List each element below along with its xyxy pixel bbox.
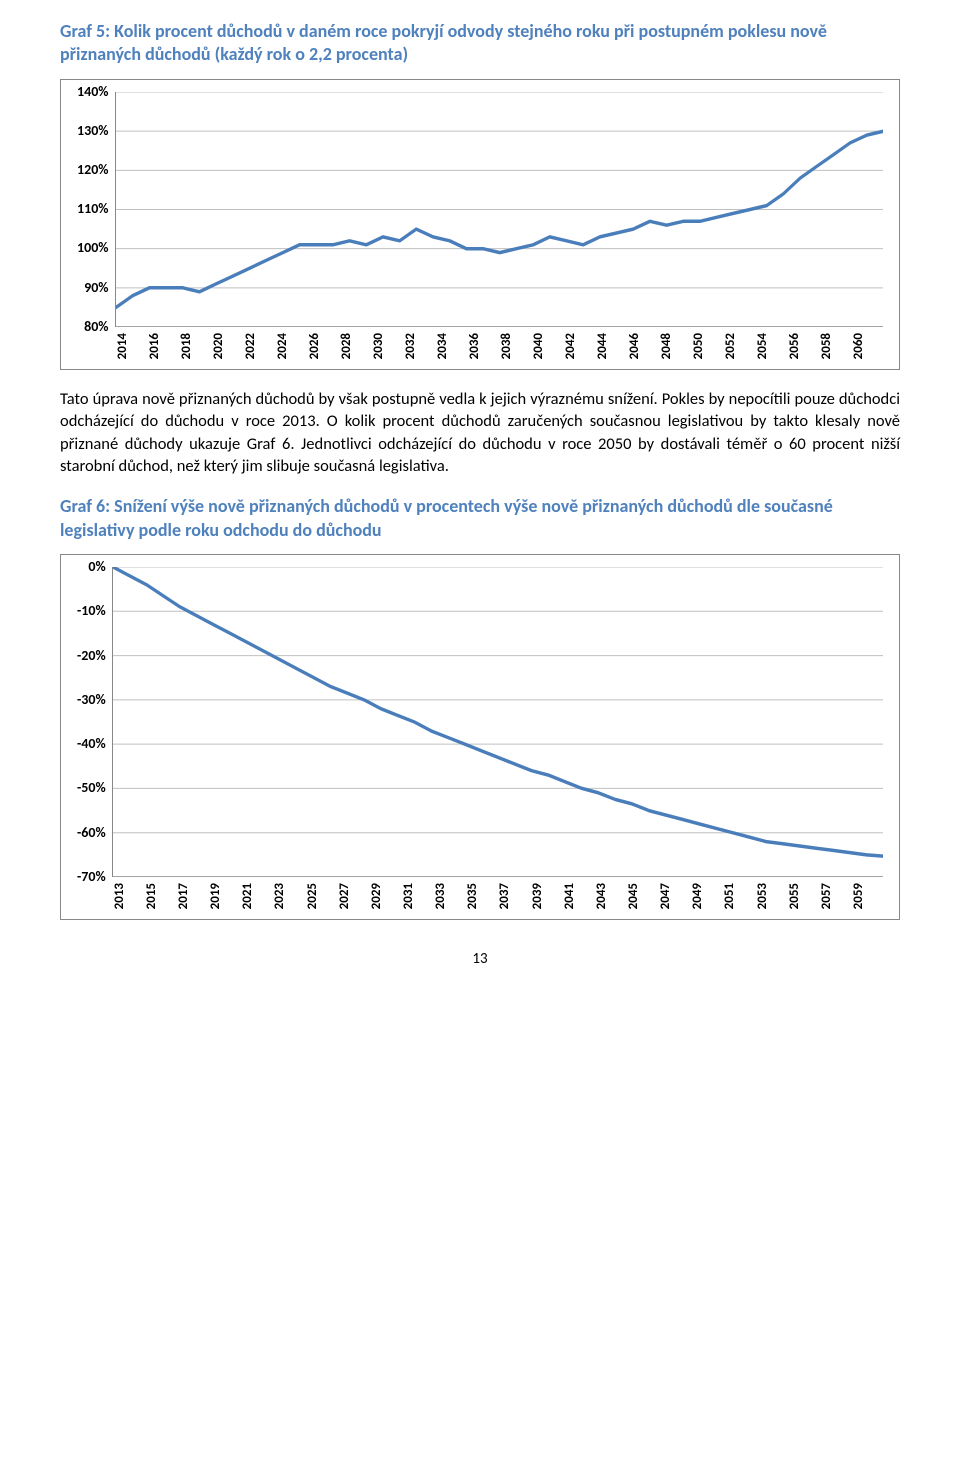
x-tick: 2045 [626,883,658,909]
x-tick: 2020 [211,333,243,359]
x-tick: 2034 [435,333,467,359]
x-tick: 2021 [240,883,272,909]
chart5-plot [115,92,884,327]
x-tick: 2054 [755,333,787,359]
x-tick: 2059 [851,883,883,909]
x-tick: 2031 [401,883,433,909]
x-tick: 2050 [691,333,723,359]
x-tick: 2058 [819,333,851,359]
x-tick: 2015 [144,883,176,909]
x-tick: 2029 [369,883,401,909]
x-tick: 2030 [371,333,403,359]
x-tick: 2019 [208,883,240,909]
x-tick: 2027 [337,883,369,909]
chart5-y-axis: 140%130%120%110%100%90%80% [77,92,115,327]
x-tick: 2055 [787,883,819,909]
chart5-title: Graf 5: Kolik procent důchodů v daném ro… [60,20,900,67]
x-tick: 2024 [275,333,307,359]
x-tick: 2044 [595,333,627,359]
x-tick: 2043 [594,883,626,909]
x-tick: 2013 [112,883,144,909]
x-tick: 2056 [787,333,819,359]
x-tick: 2051 [722,883,754,909]
chart5-box: 140%130%120%110%100%90%80% 2014201620182… [60,79,900,370]
x-tick: 2016 [147,333,179,359]
x-tick: 2033 [433,883,465,909]
x-tick: 2048 [659,333,691,359]
x-tick: 2028 [339,333,371,359]
x-tick: 2037 [497,883,529,909]
x-tick: 2049 [690,883,722,909]
chart6-plot [112,567,883,877]
x-tick: 2039 [530,883,562,909]
x-tick: 2041 [562,883,594,909]
x-tick: 2038 [499,333,531,359]
x-tick: 2052 [723,333,755,359]
x-tick: 2035 [465,883,497,909]
x-tick: 2017 [176,883,208,909]
x-tick: 2060 [851,333,883,359]
x-tick: 2057 [819,883,851,909]
x-tick: 2026 [307,333,339,359]
chart6-y-axis: 0%-10%-20%-30%-40%-50%-60%-70% [77,567,112,877]
chart6-box: 0%-10%-20%-30%-40%-50%-60%-70% 201320152… [60,554,900,920]
chart5-x-axis: 2014201620182020202220242026202820302032… [115,333,884,359]
x-tick: 2042 [563,333,595,359]
x-tick: 2047 [658,883,690,909]
x-tick: 2025 [305,883,337,909]
x-tick: 2022 [243,333,275,359]
chart6-x-axis: 2013201520172019202120232025202720292031… [112,883,883,909]
x-tick: 2023 [272,883,304,909]
page-number: 13 [60,950,900,968]
x-tick: 2040 [531,333,563,359]
body-paragraph: Tato úprava nově přiznaných důchodů by v… [60,388,900,477]
x-tick: 2014 [115,333,147,359]
x-tick: 2053 [755,883,787,909]
x-tick: 2036 [467,333,499,359]
x-tick: 2032 [403,333,435,359]
x-tick: 2046 [627,333,659,359]
chart6-title: Graf 6: Snížení výše nově přiznaných důc… [60,495,900,542]
x-tick: 2018 [179,333,211,359]
